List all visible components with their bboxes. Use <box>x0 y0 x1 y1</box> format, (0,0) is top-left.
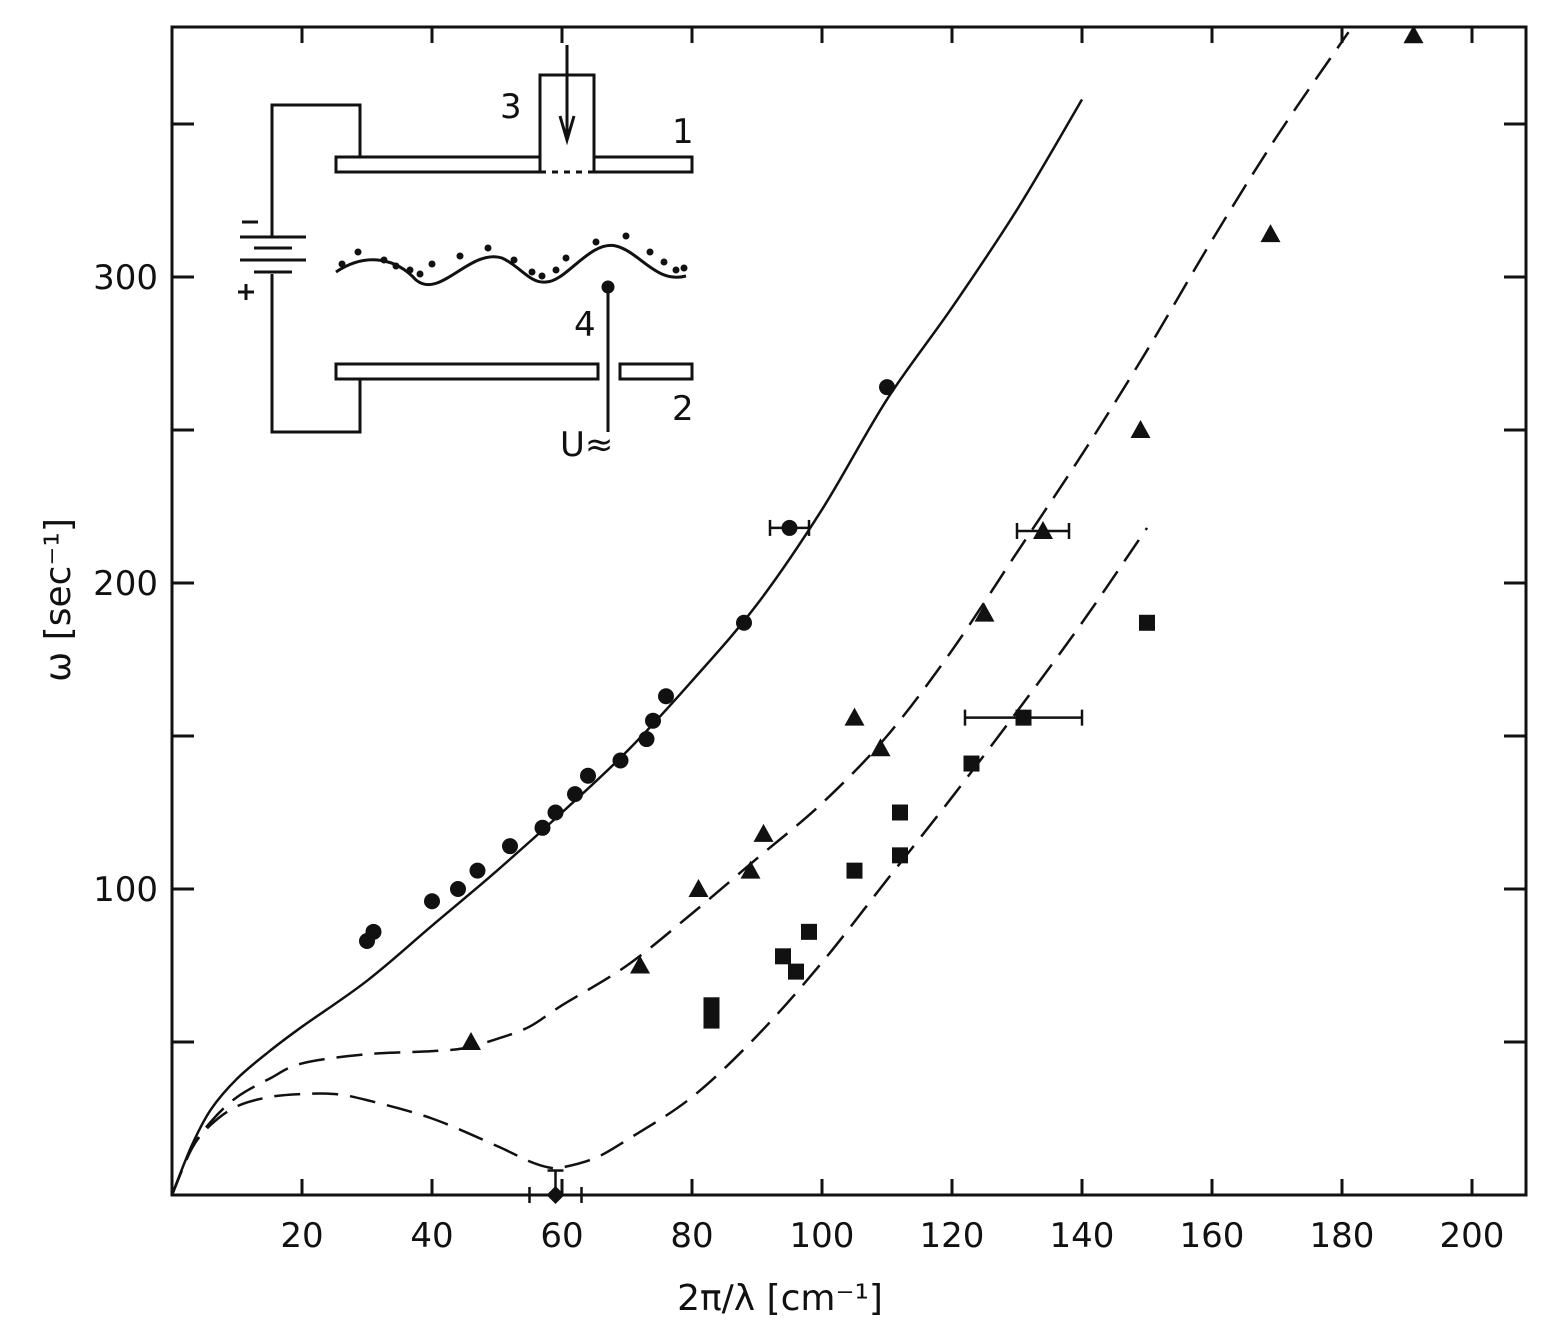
data-point-triangle <box>461 1032 481 1050</box>
data-point-diamond <box>546 1186 565 1204</box>
x-tick-label: 60 <box>540 1216 583 1256</box>
inset-label-3: 3 <box>500 87 522 127</box>
data-point-circle <box>450 881 466 897</box>
data-point-circle <box>547 804 564 821</box>
data-point-square <box>775 948 791 965</box>
data-point-triangle <box>753 823 774 842</box>
x-tick-label: 20 <box>280 1216 323 1256</box>
wave-dots <box>338 232 688 280</box>
data-point-circle <box>736 614 752 631</box>
x-tick-label: 80 <box>670 1216 713 1256</box>
data-point-triangle <box>1130 420 1151 438</box>
data-point-triangle <box>844 707 865 726</box>
probe-4-tip <box>601 280 615 294</box>
inset-label-1: 1 <box>672 112 694 152</box>
data-point-circle <box>502 838 518 855</box>
inset-label-4: 4 <box>574 305 596 345</box>
circuit-wire <box>270 103 362 238</box>
x-tick-label: 200 <box>1440 1216 1505 1256</box>
data-point-circle <box>879 379 895 396</box>
electrode-1-left <box>334 155 542 174</box>
axis-ticks: 20 40 60 80 100 120 140 160 180 200 100 200 300 <box>93 27 1526 1256</box>
data-point-circle <box>638 731 655 748</box>
data-point-square <box>1139 614 1155 631</box>
x-tick-label: 40 <box>410 1216 453 1256</box>
curve-dashed-2 <box>170 527 1149 1196</box>
y-tick-label: 100 <box>93 870 158 910</box>
data-point-circle <box>534 819 551 836</box>
electrode-2-right <box>618 362 694 381</box>
y-axis-title: ω [sec⁻¹] <box>38 518 79 682</box>
x-axis-title: 2π/λ [cm⁻¹] <box>677 1278 883 1319</box>
data-point-triangle <box>1403 25 1424 44</box>
inset-schematic <box>238 45 694 434</box>
data-point-circle <box>424 893 440 910</box>
y-tick-label: 200 <box>93 564 158 604</box>
data-point-square <box>892 847 908 864</box>
data-point-circle <box>645 712 661 729</box>
data-point-triangle <box>630 955 650 974</box>
data-point-circle <box>365 923 382 940</box>
data-point-square <box>703 997 720 1014</box>
inset-label-2: 2 <box>672 389 694 429</box>
data-point-circle <box>567 786 583 803</box>
data-point-triangle <box>974 603 995 622</box>
data-point-circle <box>469 862 486 879</box>
data-point-square <box>801 923 817 940</box>
data-point-triangle <box>1033 520 1053 539</box>
data-point-square <box>703 1012 720 1029</box>
data-point-circle <box>781 519 798 536</box>
x-tick-label: 120 <box>920 1216 985 1256</box>
fit-curves <box>170 31 1350 1196</box>
x-tick-label: 160 <box>1180 1216 1245 1256</box>
data-markers <box>359 25 1424 1204</box>
data-point-square <box>1015 709 1032 726</box>
y-tick-label: 300 <box>93 258 158 298</box>
electrode-1-right <box>592 155 694 174</box>
data-point-triangle <box>870 738 891 757</box>
x-tick-label: 140 <box>1050 1216 1115 1256</box>
x-tick-label: 100 <box>790 1216 855 1256</box>
data-point-circle <box>658 688 674 705</box>
data-point-square <box>963 755 980 772</box>
plot-frame <box>170 25 1528 1197</box>
data-point-square <box>846 862 863 879</box>
electrode-2-left <box>334 362 600 381</box>
curve-dashed-1 <box>170 31 1350 1196</box>
x-tick-label: 180 <box>1310 1216 1375 1256</box>
data-point-triangle <box>1260 224 1281 243</box>
data-point-triangle <box>688 879 709 897</box>
probe-3-arrowhead <box>558 115 576 146</box>
data-point-triangle <box>740 860 761 879</box>
surface-wave <box>335 244 687 287</box>
data-point-square <box>788 963 804 980</box>
data-point-square <box>892 804 908 821</box>
data-point-circle <box>580 767 596 784</box>
inset-label-voltage: U≈ <box>560 425 613 465</box>
curve-solid-0 <box>170 98 1084 1196</box>
data-point-circle <box>612 752 629 769</box>
circuit-wire-lower <box>270 274 362 434</box>
